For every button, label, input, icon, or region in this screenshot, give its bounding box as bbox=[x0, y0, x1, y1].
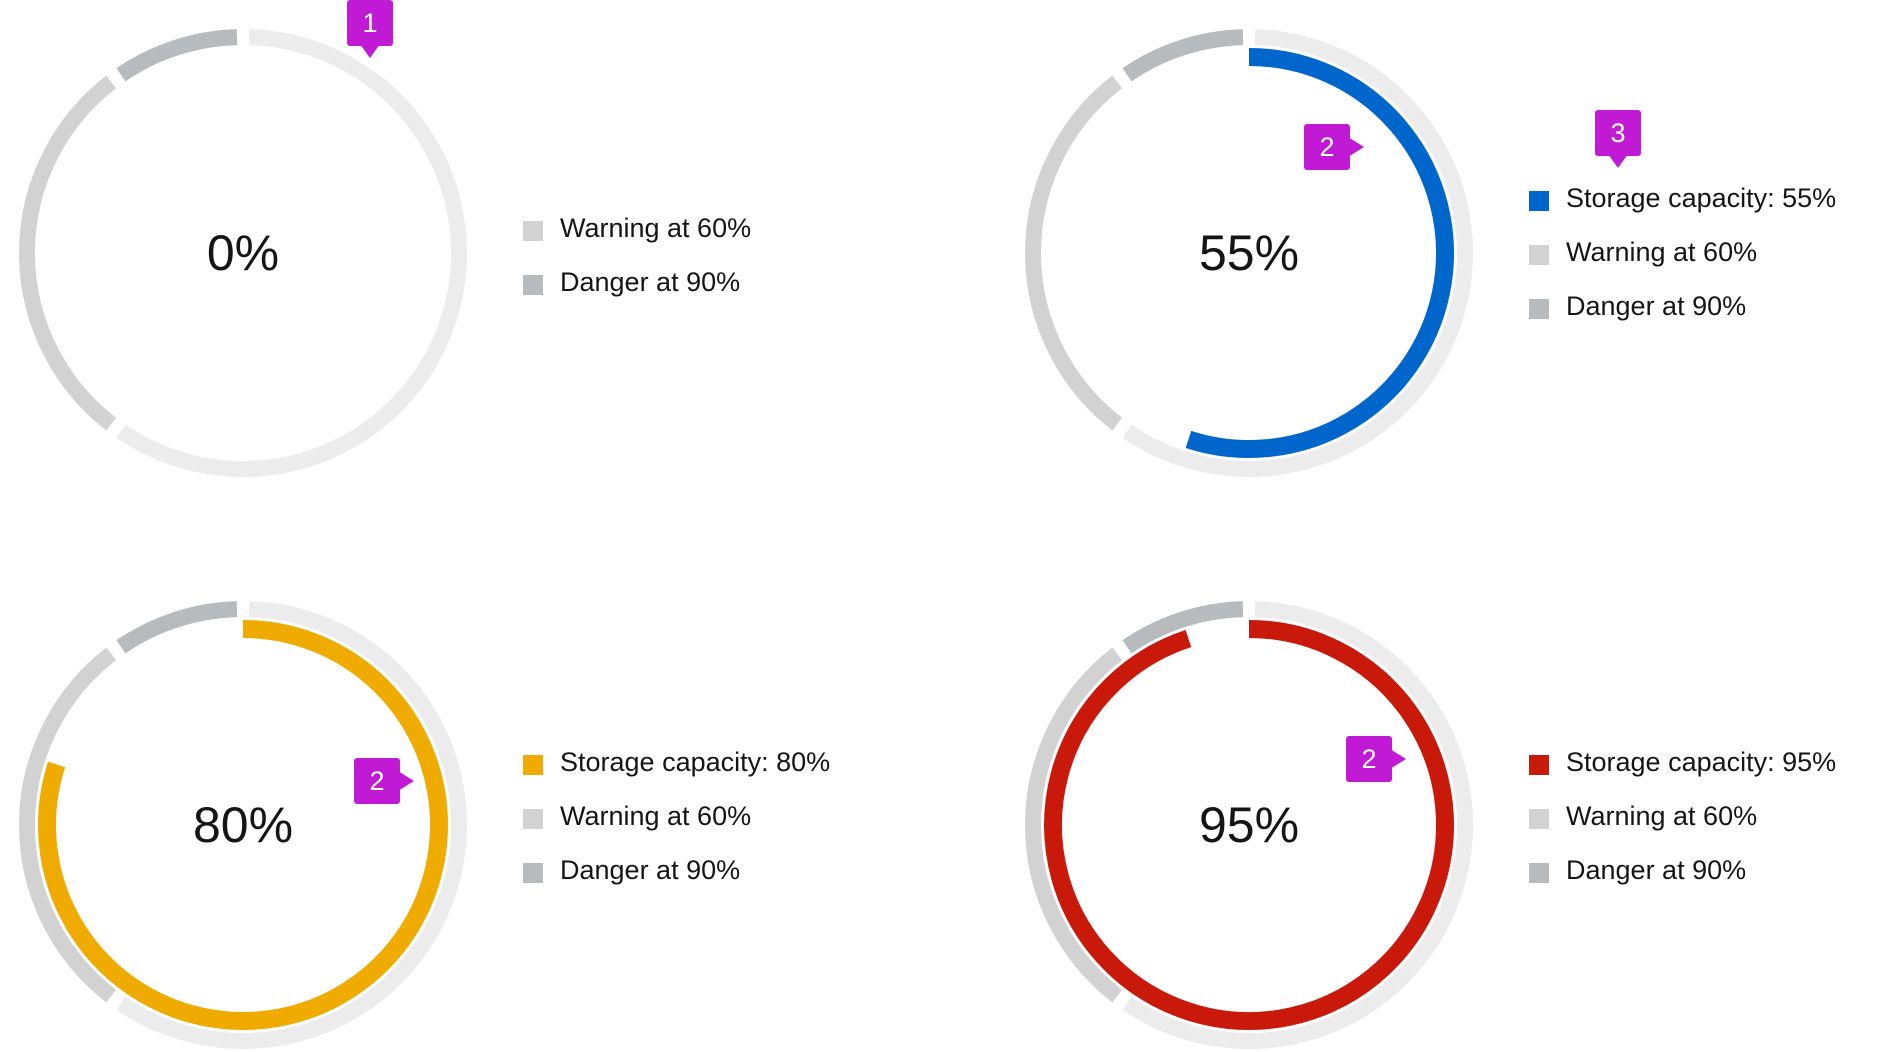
donut-center-label: 95% bbox=[1198, 797, 1300, 853]
callout-pointer bbox=[1348, 137, 1364, 157]
donut-svg bbox=[1025, 29, 1473, 477]
threshold-danger-arc bbox=[1122, 29, 1244, 82]
donut-center-label: 0% bbox=[206, 225, 280, 281]
donut-chart-empty: 0% Warning at 60% Danger at 90% 1 bbox=[0, 0, 900, 480]
callout-pointer bbox=[360, 44, 380, 58]
threshold-track-arc bbox=[1122, 601, 1473, 1049]
legend-swatch bbox=[523, 275, 543, 295]
threshold-warning-arc bbox=[1025, 647, 1123, 1003]
legend-label: Warning at 60% bbox=[1566, 237, 1758, 267]
donut-svg bbox=[1025, 601, 1473, 1049]
threshold-track-arc bbox=[1122, 29, 1473, 477]
threshold-warning-arc bbox=[19, 75, 117, 431]
donut-chart-danger: 95% Storage capacity: 95% Warning at 60%… bbox=[1006, 566, 1880, 1049]
legend-label: Danger at 90% bbox=[560, 267, 741, 297]
legend-swatch bbox=[1529, 755, 1549, 775]
threshold-danger-arc bbox=[116, 601, 238, 654]
threshold-warning-arc bbox=[1025, 75, 1123, 431]
donut-svg bbox=[19, 601, 467, 1049]
value-arc bbox=[1044, 620, 1454, 1030]
callout-pointer bbox=[1390, 749, 1406, 769]
value-arc bbox=[38, 620, 448, 1030]
legend-swatch bbox=[523, 221, 543, 241]
donut-chart-warning: 80% Storage capacity: 80% Warning at 60%… bbox=[0, 566, 900, 1049]
legend-label: Warning at 60% bbox=[1566, 801, 1758, 831]
legend-label: Danger at 90% bbox=[560, 855, 741, 885]
legend-swatch bbox=[1529, 809, 1549, 829]
threshold-danger-arc bbox=[1122, 601, 1244, 654]
donut-center-label: 80% bbox=[192, 797, 294, 853]
legend-swatch bbox=[1529, 245, 1549, 265]
donut-center-label: 55% bbox=[1198, 225, 1300, 281]
threshold-danger-arc bbox=[116, 29, 238, 82]
value-arc bbox=[1185, 48, 1454, 458]
legend-label: Danger at 90% bbox=[1566, 291, 1747, 321]
donut-chart-normal: 55% Storage capacity: 55% Warning at 60%… bbox=[1006, 0, 1880, 480]
legend-swatch bbox=[1529, 191, 1549, 211]
legend-label: Storage capacity: 80% bbox=[560, 747, 831, 777]
callout-pointer bbox=[1608, 154, 1628, 168]
callout-number: 3 bbox=[1595, 110, 1641, 156]
callout-number: 2 bbox=[1346, 736, 1392, 782]
threshold-track-arc bbox=[116, 29, 467, 477]
legend-swatch bbox=[1529, 299, 1549, 319]
legend-label: Warning at 60% bbox=[560, 213, 752, 243]
threshold-warning-arc bbox=[19, 647, 117, 1003]
callout-pointer bbox=[398, 771, 414, 791]
legend-swatch bbox=[523, 755, 543, 775]
legend-swatch bbox=[523, 809, 543, 829]
legend-label: Warning at 60% bbox=[560, 801, 752, 831]
legend-label: Storage capacity: 95% bbox=[1566, 747, 1837, 777]
callout-number: 2 bbox=[354, 758, 400, 804]
legend-label: Danger at 90% bbox=[1566, 855, 1747, 885]
callout-number: 1 bbox=[347, 0, 393, 46]
legend-label: Storage capacity: 55% bbox=[1566, 183, 1837, 213]
threshold-track-arc bbox=[116, 601, 467, 1049]
legend-swatch bbox=[523, 863, 543, 883]
donut-svg bbox=[19, 29, 467, 477]
callout-number: 2 bbox=[1304, 124, 1350, 170]
legend-swatch bbox=[1529, 863, 1549, 883]
